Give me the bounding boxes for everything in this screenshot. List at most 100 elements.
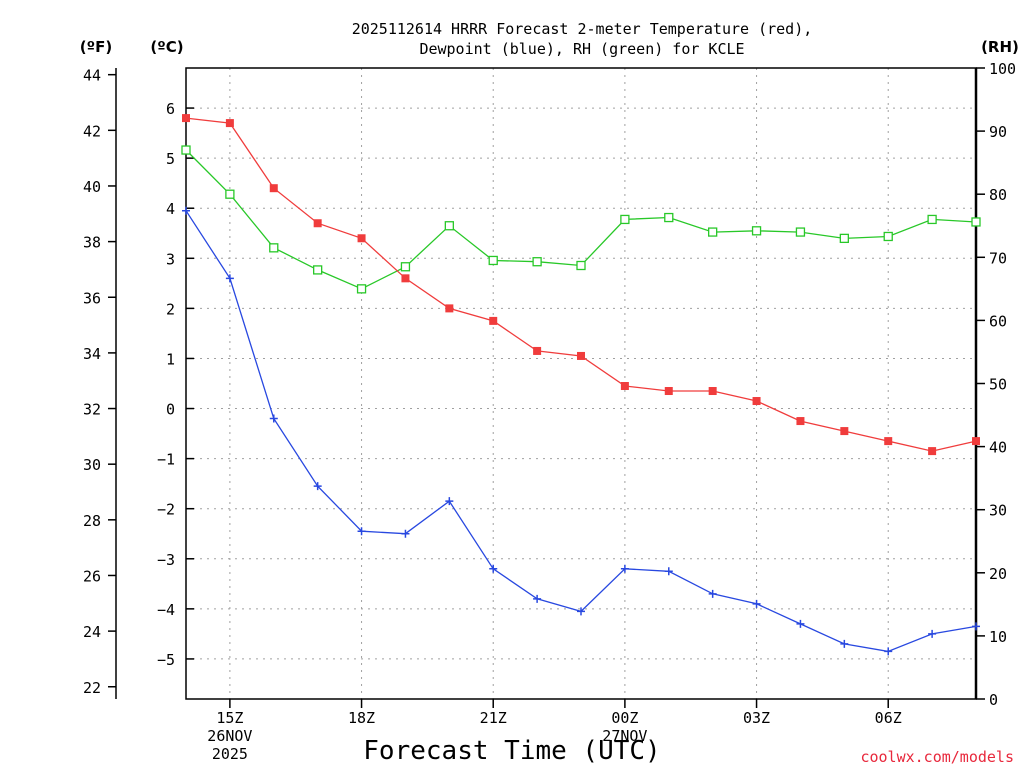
fahrenheit-tick-label: 22 (83, 679, 101, 697)
chart-title-line2: Dewpoint (blue), RH (green) for KCLE (419, 40, 744, 58)
rh-point (576, 260, 586, 271)
gridlines (186, 68, 976, 699)
temperature-point (972, 437, 980, 446)
rh-point (181, 145, 191, 155)
dewpoint-point (225, 274, 234, 283)
rh-point (708, 227, 718, 237)
fahrenheit-tick-label: 38 (83, 234, 101, 252)
celsius-tick-label: 2 (166, 300, 175, 318)
temperature-series (182, 114, 980, 456)
rh-point (356, 284, 367, 294)
fahrenheit-tick-label: 26 (83, 567, 101, 585)
temperature-point (664, 387, 673, 396)
temperature-point (269, 184, 278, 193)
rh-tick-label: 20 (989, 565, 1007, 583)
rh-series (181, 145, 981, 294)
fahrenheit-tick-label: 42 (83, 122, 101, 140)
rh-point (620, 214, 630, 225)
dewpoint-series (182, 206, 980, 656)
time-tick-label: 21Z (480, 709, 507, 727)
rh-tick-label: 60 (989, 312, 1007, 330)
rh-tick-label: 70 (989, 249, 1007, 267)
celsius-tick-label: −2 (157, 501, 175, 519)
dewpoint-point (972, 622, 980, 631)
fahrenheit-axis: 44 42 40 38 36 34 32 30 28 26 24 22 (83, 67, 116, 697)
unit-fahrenheit-label: (ºF) (80, 38, 112, 56)
plot-frame (185, 67, 977, 700)
rh-tick-label: 30 (989, 502, 1007, 520)
temperature-point (357, 234, 366, 243)
celsius-tick-label: −1 (157, 451, 175, 469)
date-tick-label: 26NOV (207, 727, 252, 745)
time-tick-label: 06Z (875, 709, 902, 727)
rh-point (839, 233, 849, 244)
temperature-point (796, 417, 805, 426)
unit-rh-label: (RH) (981, 38, 1019, 56)
dewpoint-point (928, 629, 937, 638)
celsius-tick-label: 6 (166, 100, 175, 118)
celsius-tick-label: −3 (157, 551, 175, 569)
dewpoint-point (269, 414, 278, 423)
celsius-tick-label: 3 (166, 250, 175, 268)
rh-point (795, 227, 806, 237)
year-tick-label: 2025 (212, 745, 248, 763)
dewpoint-point (533, 594, 542, 603)
time-tick-label: 18Z (348, 709, 375, 727)
temperature-point (840, 427, 849, 436)
unit-celsius-label: (ºC) (150, 38, 183, 56)
temperature-point (225, 119, 234, 128)
dewpoint-point (445, 497, 454, 506)
celsius-tick-label: −4 (157, 601, 175, 619)
rh-point (269, 243, 279, 253)
rh-point (400, 262, 411, 272)
rh-tick-label: 90 (989, 123, 1007, 141)
dewpoint-point (357, 527, 366, 536)
fahrenheit-tick-label: 28 (83, 512, 101, 530)
site-credit: coolwx.com/models (860, 748, 1014, 766)
dewpoint-point (708, 589, 717, 598)
rh-point (664, 212, 674, 223)
temperature-point (182, 114, 190, 123)
fahrenheit-tick-label: 32 (83, 401, 101, 419)
temperature-point (620, 382, 629, 391)
rh-tick-label: 100 (989, 60, 1016, 78)
rh-tick-label: 0 (989, 691, 998, 709)
rh-point (444, 221, 454, 231)
rh-point (532, 257, 542, 267)
temperature-point (313, 219, 322, 228)
time-tick-label: 00Z (611, 709, 638, 727)
date-tick-label: 27NOV (602, 727, 647, 745)
temperature-point (752, 397, 761, 406)
temperature-point (489, 316, 498, 325)
fahrenheit-tick-label: 36 (83, 289, 101, 307)
dewpoint-point (489, 564, 498, 573)
x-axis-title: Forecast Time (UTC) (363, 736, 660, 766)
time-tick-label: 03Z (743, 709, 770, 727)
rh-point (971, 217, 981, 227)
dewpoint-point (796, 619, 805, 628)
celsius-tick-label: −5 (157, 651, 175, 669)
celsius-tick-label: 5 (166, 150, 175, 168)
dewpoint-point (752, 599, 761, 608)
temperature-point (884, 437, 893, 446)
dewpoint-point (884, 647, 893, 656)
rh-tick-label: 80 (989, 186, 1007, 204)
temperature-line (185, 117, 977, 452)
rh-point (313, 265, 323, 275)
temperature-point (533, 346, 542, 355)
dewpoint-point (182, 206, 190, 215)
temperature-point (577, 351, 585, 360)
rh-point (751, 226, 762, 236)
fahrenheit-tick-label: 44 (83, 67, 101, 85)
temperature-point (708, 387, 717, 396)
dewpoint-point (577, 607, 585, 616)
temperature-point (401, 274, 410, 283)
dewpoint-point (840, 639, 849, 648)
fahrenheit-tick-label: 30 (83, 456, 101, 474)
dewpoint-point (664, 567, 673, 576)
fahrenheit-tick-label: 24 (83, 623, 101, 641)
rh-tick-label: 10 (989, 628, 1007, 646)
